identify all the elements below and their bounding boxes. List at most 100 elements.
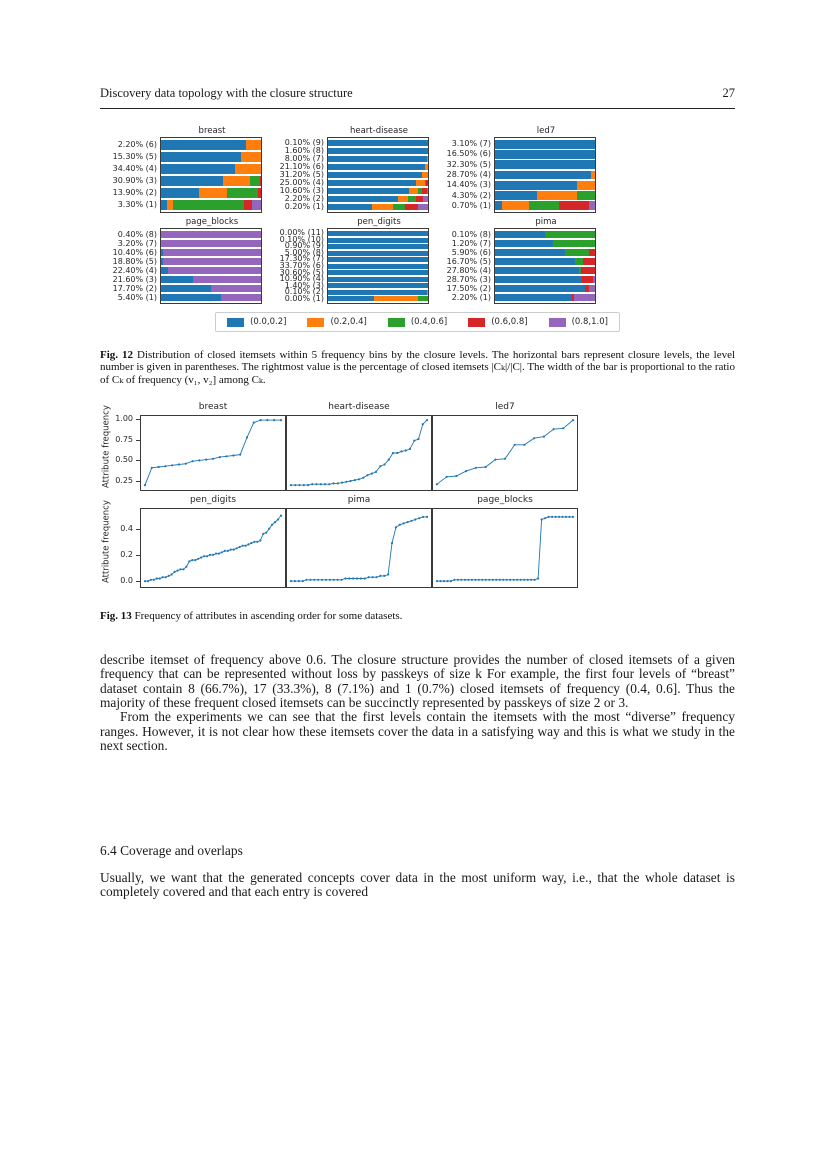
stacked-bar <box>328 237 428 243</box>
subplot-breast: breast <box>140 402 286 491</box>
bar-tick-label: 0.10% (9) <box>284 138 324 147</box>
bar-segment <box>328 195 398 202</box>
stacked-bar <box>161 151 261 163</box>
subplot-pima: pima 0.10% (8) 1.20% (7) 5.90% (6) 16.70% (5… <box>434 217 596 304</box>
stacked-bar <box>495 248 595 257</box>
bar-tick-label: 25.00% (4) <box>279 178 324 187</box>
fig13-rows: Attribute frequency 1.00 0.75 0.50 0.25 breas… <box>100 402 735 588</box>
bar-tick-label: 5.90% (6) <box>451 247 491 257</box>
bar-segment <box>374 296 418 301</box>
stacked-bar <box>495 266 595 275</box>
bar-segment <box>495 140 595 149</box>
running-header: Discovery data topology with the closure… <box>100 86 735 109</box>
bar-segment <box>168 266 261 275</box>
y-tick-mark <box>136 528 140 530</box>
bar-segment <box>593 275 595 284</box>
fig12-caption-label: Fig. 12 <box>100 349 134 361</box>
plot-area <box>494 228 596 304</box>
subplot-body: 0.10% (9) 1.60% (8) 8.00% (7) 21.10% (6) 31.… <box>267 137 429 213</box>
bar-segment <box>495 275 582 284</box>
stacked-bar <box>328 187 428 195</box>
bar-tick-label: 16.50% (6) <box>446 149 491 159</box>
plot-area <box>494 137 596 213</box>
legend-item: (0.2,0.4] <box>307 317 367 327</box>
stacked-bar <box>328 155 428 163</box>
bar-tick-label: 0.10% (10) <box>279 234 324 244</box>
legend-swatch <box>468 317 486 327</box>
figure12-row: breast 2.20% (6) 15.30% (5) 34.40% (4) 30.90… <box>100 126 735 213</box>
stacked-bar <box>328 163 428 171</box>
bar-segment <box>495 248 565 257</box>
bar-tick-label: 33.70% (6) <box>279 261 324 271</box>
bar-tick-label: 10.90% (4) <box>279 274 324 284</box>
bar-segment <box>328 250 428 256</box>
subplot-heart-disease: heart-disease 0.10% (9) 1.60% (8) 8.00% (7)… <box>267 126 429 213</box>
stacked-bar <box>495 275 595 284</box>
line-series <box>289 515 429 583</box>
subplot-title: heart-disease <box>328 402 390 412</box>
bar-segment <box>246 140 261 151</box>
bar-tick-label: 30.90% (3) <box>112 176 157 185</box>
y-axis-ticks: 1.00 0.75 0.50 0.25 <box>113 402 140 489</box>
bar-segment <box>227 187 258 199</box>
bar-segment <box>589 201 595 211</box>
stacked-bar <box>161 239 261 248</box>
bar-segment <box>422 171 428 179</box>
bar-segment <box>328 289 427 295</box>
subplot-heart-disease: heart-disease <box>286 402 432 491</box>
y-tick-mark <box>136 460 140 462</box>
bar-tick-label: 10.40% (6) <box>112 247 157 257</box>
y-tick-mark <box>136 581 140 583</box>
stacked-bar <box>161 187 261 199</box>
line-series <box>289 419 429 487</box>
stacked-bar <box>328 195 428 202</box>
bar-segment <box>328 155 427 163</box>
bar-tick-label: 17.30% (7) <box>279 254 324 264</box>
bar-tick-label: 5.40% (1) <box>117 292 157 302</box>
axis-tick-labels: 2.20% (6) 15.30% (5) 34.40% (4) 30.90% (3) 1… <box>100 137 160 213</box>
bar-segment <box>372 203 393 210</box>
bar-segment <box>495 160 595 170</box>
plot-area <box>160 137 262 213</box>
bar-segment <box>427 155 428 163</box>
stacked-bar <box>495 293 595 301</box>
bar-segment <box>328 147 428 155</box>
bar-tick-label: 18.80% (5) <box>112 256 157 266</box>
fig12-caption-text: Distribution of closed itemsets within 5… <box>100 349 736 386</box>
stacked-bar <box>161 266 261 275</box>
figure-13: Attribute frequency 1.00 0.75 0.50 0.25 breas… <box>100 402 735 592</box>
plot-area <box>432 508 578 588</box>
fig12-panels: breast 2.20% (6) 15.30% (5) 34.40% (4) 30.90… <box>100 126 735 304</box>
bar-segment <box>163 248 261 257</box>
bar-segment <box>416 179 425 187</box>
y-tick-label: 0.2 <box>120 550 133 560</box>
bar-segment <box>199 187 227 199</box>
stacked-bar <box>328 231 428 236</box>
subplot-pen_digits: pen_digits 0.00% (11) 0.10% (10) 0.90% (9) 5… <box>267 217 429 304</box>
bar-segment <box>495 170 591 180</box>
subplot-page_blocks: page_blocks <box>432 495 578 588</box>
y-tick-mark <box>136 419 140 421</box>
bar-segment <box>161 151 241 163</box>
subplot-breast: breast 2.20% (6) 15.30% (5) 34.40% (4) 30.90… <box>100 126 262 213</box>
bar-tick-label: 8.00% (7) <box>284 154 324 163</box>
bar-tick-label: 0.10% (2) <box>284 287 324 297</box>
bar-segment <box>405 203 418 210</box>
bar-segment <box>393 203 405 210</box>
bar-segment <box>418 296 428 301</box>
bar-segment <box>161 266 168 275</box>
bar-segment <box>582 275 593 284</box>
subplot-body: 0.40% (8) 3.20% (7) 10.40% (6) 18.80% (5) 22… <box>100 228 262 304</box>
subplot-title: page_blocks <box>185 217 239 227</box>
stacked-bar <box>328 296 428 301</box>
bar-tick-label: 28.70% (3) <box>446 274 491 284</box>
subplot-page_blocks: page_blocks 0.40% (8) 3.20% (7) 10.40% (6) 1… <box>100 217 262 304</box>
bar-segment <box>409 187 418 195</box>
bar-segment <box>223 175 250 187</box>
plot-area <box>140 508 286 588</box>
legend-item: (0.4,0.6] <box>387 317 447 327</box>
bar-segment <box>161 248 163 257</box>
stacked-bar <box>161 163 261 175</box>
bar-tick-label: 3.30% (1) <box>117 200 157 209</box>
bar-segment <box>328 276 428 282</box>
